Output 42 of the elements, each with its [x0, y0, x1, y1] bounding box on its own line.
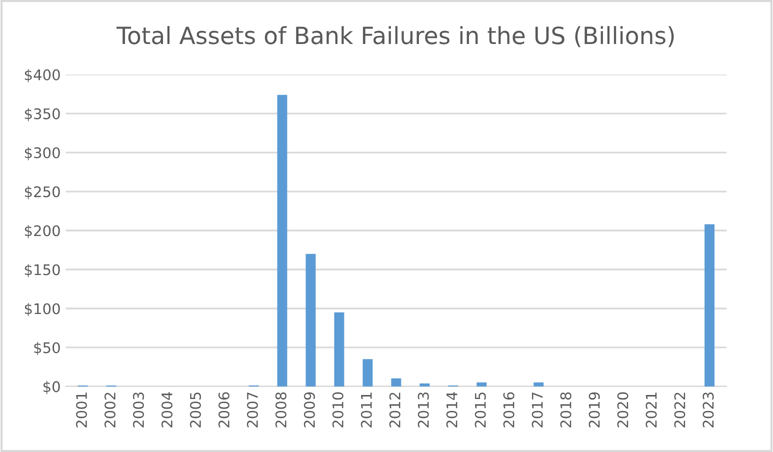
- bar: [420, 383, 430, 386]
- x-tick-label: 2011: [360, 392, 372, 428]
- x-tick-label: 2023: [702, 392, 714, 428]
- x-tick-label: 2012: [389, 392, 400, 428]
- y-tick-label: $200: [24, 224, 60, 238]
- bar: [391, 378, 402, 386]
- y-tick-label: $150: [24, 264, 60, 278]
- x-tick-label: 2015: [474, 392, 486, 428]
- bar: [476, 382, 487, 386]
- x-tick-label: 2013: [418, 392, 429, 428]
- x-tick-label: 2004: [161, 392, 172, 428]
- bar: [277, 94, 288, 386]
- y-tick-label: $400: [24, 69, 60, 82]
- x-tick-label: 2005: [190, 392, 201, 428]
- x-tick-label: 2020: [617, 392, 628, 428]
- x-tick-label: 2017: [532, 392, 543, 428]
- x-tick-label: 2019: [588, 392, 600, 428]
- x-tick-label: 2006: [218, 392, 230, 428]
- bar: [704, 224, 715, 386]
- x-tick-label: 2002: [104, 392, 116, 428]
- x-tick-label: 2003: [132, 392, 144, 428]
- bar: [362, 359, 373, 386]
- x-tick-label: 2021: [646, 392, 657, 428]
- x-tick-label: 2010: [332, 392, 344, 428]
- x-tick-label: 2009: [304, 392, 315, 428]
- x-tick-label: 2008: [275, 392, 286, 428]
- x-tick-label: 2007: [246, 392, 258, 428]
- chart-title: Total Assets of Bank Failures in the US (Billions): [116, 26, 674, 48]
- bar: [334, 312, 344, 386]
- y-tick-label: $50: [34, 342, 60, 356]
- y-tick-label: $250: [24, 186, 60, 200]
- y-tick-label: $0: [43, 380, 60, 394]
- y-tick-label: $100: [24, 302, 60, 316]
- x-tick-label: 2018: [560, 392, 572, 428]
- bar: [534, 382, 544, 386]
- y-tick-label: $300: [24, 147, 60, 160]
- x-tick-label: 2022: [674, 392, 686, 428]
- y-tick-label: $350: [24, 108, 60, 122]
- x-tick-label: 2014: [446, 392, 458, 428]
- x-tick-label: 2016: [503, 392, 514, 428]
- bar: [306, 254, 316, 386]
- x-tick-label: 2001: [76, 392, 88, 428]
